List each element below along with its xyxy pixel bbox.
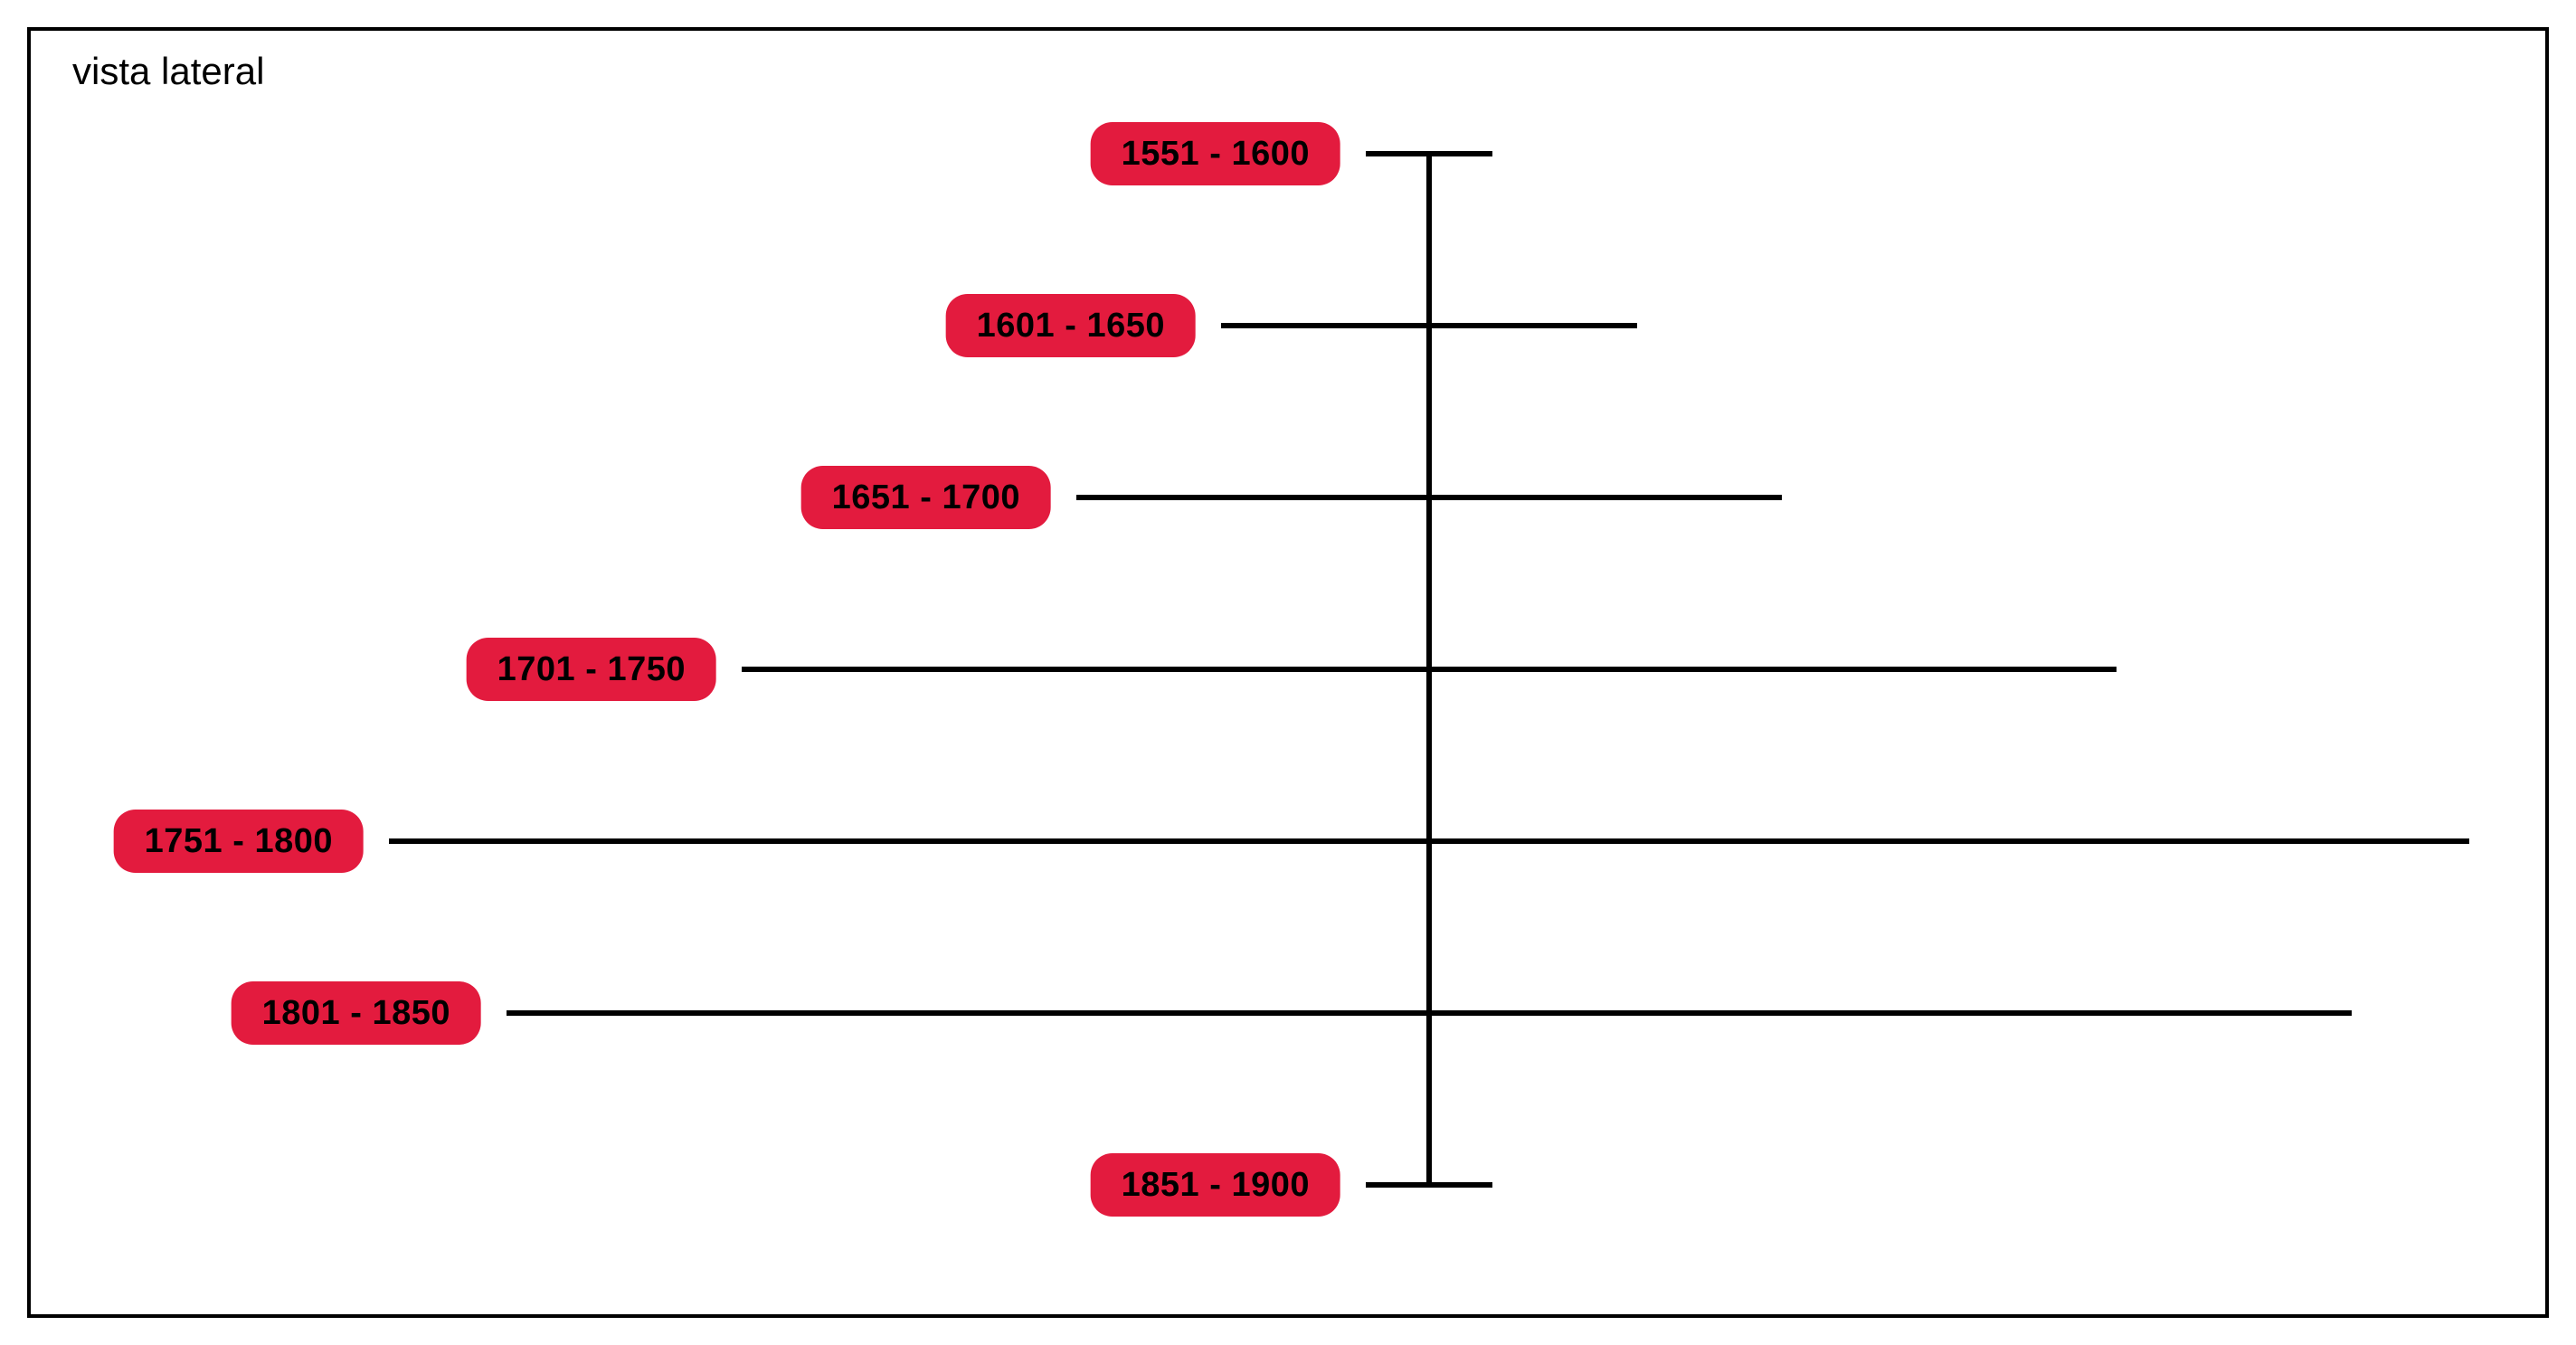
- diagram-title: vista lateral: [72, 50, 264, 93]
- frame-border: [27, 27, 2549, 1318]
- row-bar: [1366, 151, 1492, 156]
- period-label: 1601 - 1650: [946, 294, 1196, 357]
- period-label: 1701 - 1750: [467, 638, 716, 701]
- period-label: 1651 - 1700: [801, 466, 1051, 529]
- row-bar: [742, 667, 2117, 672]
- period-label: 1801 - 1850: [232, 981, 481, 1045]
- diagram-frame: vista lateral 1551 - 1600 1601 - 1650 1651…: [0, 0, 2576, 1345]
- row-bar: [389, 838, 2469, 844]
- row-bar: [1076, 495, 1782, 500]
- period-label: 1851 - 1900: [1091, 1153, 1340, 1217]
- row-bar: [1366, 1182, 1492, 1188]
- period-label: 1751 - 1800: [114, 810, 364, 873]
- row-bar: [507, 1010, 2352, 1016]
- period-label: 1551 - 1600: [1091, 122, 1340, 185]
- row-bar: [1221, 323, 1637, 328]
